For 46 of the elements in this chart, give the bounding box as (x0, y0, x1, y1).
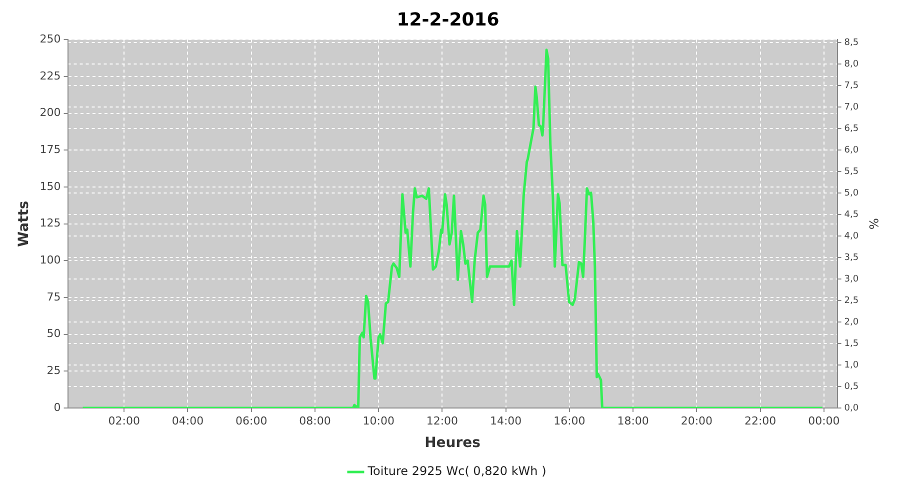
legend-label: Toiture 2925 Wc( 0,820 kWh ) (366, 464, 546, 478)
x-tick-label: 20:00 (680, 414, 713, 428)
x-tick-label: 14:00 (490, 414, 522, 428)
x-tick-label: 00:00 (808, 414, 840, 428)
y-tick-label: 175 (40, 142, 61, 156)
y2-tick-label: 3,0 (844, 274, 859, 284)
y2-tick-label: 5,5 (844, 166, 859, 177)
y2-tick-label: 8,0 (844, 59, 859, 70)
x-axis-title: Heures (424, 435, 480, 452)
y-tick-label: 100 (40, 254, 61, 266)
y-tick-label: 0 (54, 400, 61, 414)
y2-tick-label: 6,5 (844, 124, 859, 134)
y2-tick-label: 7,5 (844, 80, 859, 91)
y2-tick-label: 0,5 (844, 382, 859, 392)
x-tick-label: 18:00 (617, 414, 649, 428)
x-tick-label: 04:00 (172, 414, 204, 428)
y2-tick-label: 7,0 (844, 102, 859, 112)
y-tick-label: 200 (40, 106, 61, 120)
y2-axis-title: % (866, 218, 881, 230)
x-tick-label: 10:00 (362, 414, 394, 428)
x-tick-label: 12:00 (426, 414, 458, 428)
x-tick-label: 16:00 (554, 414, 586, 428)
x-tick-label: 06:00 (235, 414, 268, 428)
y2-tick-label: 3,5 (844, 252, 859, 263)
y-tick-label: 25 (46, 364, 61, 378)
y2-tick-label: 0,0 (844, 403, 859, 414)
y2-tick-label: 2,5 (844, 296, 859, 306)
y-axis-title: Watts (16, 200, 32, 247)
y-tick-label: 250 (40, 32, 61, 46)
y2-tick-label: 5,0 (844, 188, 859, 198)
y-tick-label: 75 (46, 290, 61, 304)
y2-tick-label: 1,5 (844, 338, 859, 349)
y2-tick-label: 2,0 (844, 317, 859, 328)
y2-tick-label: 4,5 (844, 210, 859, 220)
y-tick-label: 50 (46, 327, 61, 340)
x-tick-label: 22:00 (744, 414, 776, 428)
y2-tick-label: 1,0 (844, 360, 859, 370)
x-tick-label: 02:00 (108, 414, 140, 428)
y2-tick-label: 6,0 (844, 145, 859, 156)
y-tick-label: 125 (40, 216, 61, 230)
y2-tick-label: 8,5 (844, 38, 859, 48)
y2-tick-label: 4,0 (844, 231, 859, 242)
y-tick-label: 225 (40, 69, 61, 82)
chart-title: 12-2-2016 (396, 9, 500, 30)
x-tick-label: 08:00 (299, 414, 331, 428)
y-tick-label: 150 (40, 180, 61, 193)
